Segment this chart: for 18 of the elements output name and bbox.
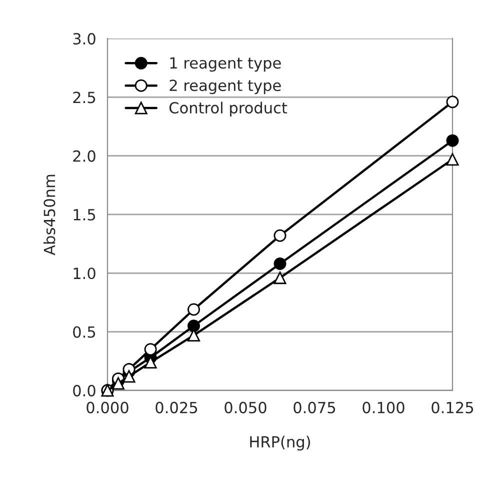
legend-label: 2 reagent type: [170, 80, 281, 94]
x-axis-title: HRP(ng): [250, 436, 310, 451]
y-axis-title: Abs450nm: [43, 174, 56, 256]
x-tick-label: 0.050: [224, 402, 266, 414]
y-tick-label: 3.0: [73, 33, 96, 45]
y-tick-label: 2.5: [73, 92, 96, 104]
y-tick-label: 1.0: [74, 268, 96, 280]
y-tick-label: 0.5: [73, 326, 96, 338]
x-tick-label: 0.025: [156, 402, 198, 414]
y-tick-label: 0.0: [73, 384, 96, 396]
x-tick-label: 0.000: [86, 402, 128, 414]
x-tick-label: 0.125: [432, 402, 474, 414]
x-tick-label: 0.100: [362, 402, 404, 414]
legend-label: Control product: [169, 102, 288, 117]
legend-label: 1 reagent type: [170, 57, 281, 72]
y-tick-label: 1.5: [74, 209, 96, 221]
y-tick-label: 2.0: [73, 150, 96, 162]
x-tick-label: 0.075: [294, 402, 336, 414]
